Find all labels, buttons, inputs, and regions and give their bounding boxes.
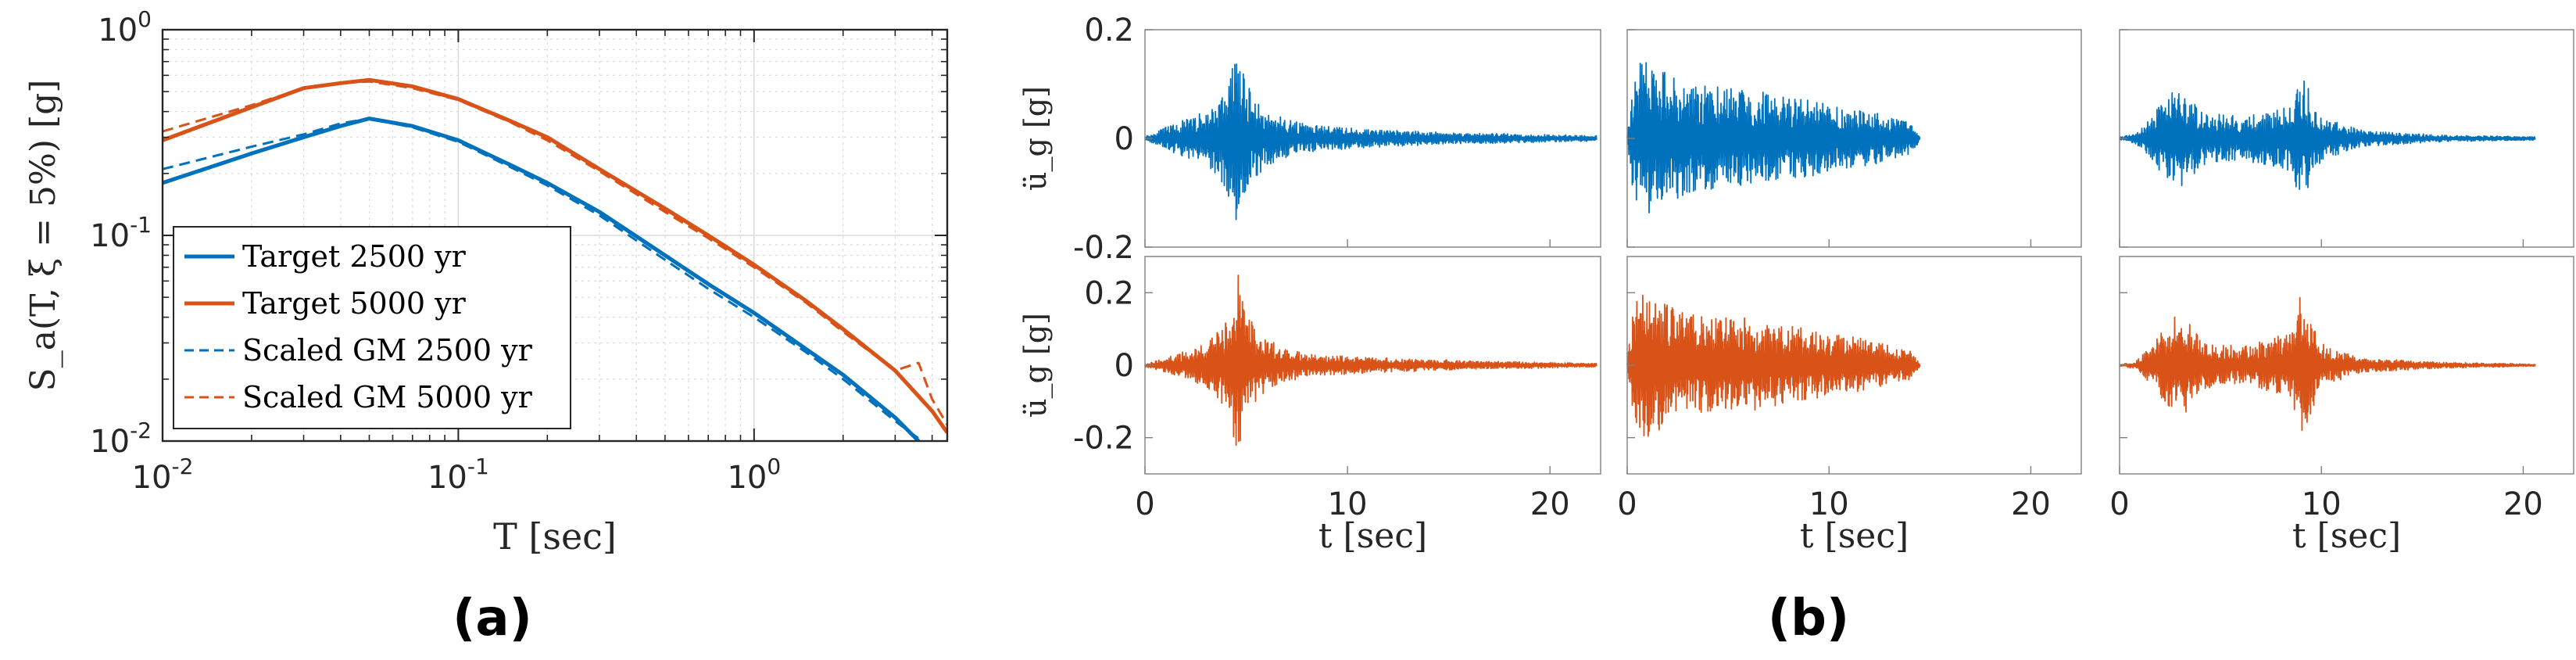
y-tick-label: 10-2: [90, 418, 152, 460]
y-tick-label: 10-1: [90, 212, 152, 254]
y-tick-label: 0: [1114, 121, 1134, 157]
x-tick-label: 0: [1135, 486, 1154, 522]
time-axis-label: t [sec]: [1318, 516, 1427, 556]
acceleration-trace: [1144, 63, 1597, 221]
ground-motion-subplot: 0 10 20 t [sec]: [1617, 256, 2082, 556]
ground-motion-subplot: [1626, 29, 2082, 248]
legend-label: Scaled GM 5000 yr: [242, 380, 533, 414]
acceleration-trace: [1626, 62, 1921, 213]
legend-label: Scaled GM 2500 yr: [242, 333, 533, 368]
spectrum-x-axis-label: T [sec]: [493, 515, 617, 558]
x-tick-label: 0: [1617, 486, 1637, 522]
acceleration-axis-label: ü_g [g]: [1018, 86, 1054, 191]
legend-label: Target 5000 yr: [242, 286, 467, 321]
spectrum-lines: [163, 77, 947, 441]
panel-b-caption: (b): [1768, 590, 1849, 647]
panel-a-caption: (a): [453, 590, 532, 647]
spectrum-series-line: [163, 117, 923, 441]
y-tick-label: 0.2: [1084, 13, 1134, 48]
y-tick-label: -0.2: [1073, 230, 1134, 266]
spectrum-series-line: [163, 117, 921, 441]
time-axis-label: t [sec]: [1800, 516, 1909, 556]
x-tick-label: 10: [2302, 486, 2342, 522]
ground-motion-subplot: [2119, 29, 2574, 248]
x-tick-label: 20: [1530, 486, 1570, 522]
y-tick-label: 100: [98, 6, 152, 48]
ground-motion-panel: 0.20-0.2ü_g [g]0.20-0.20 10 20t [sec]ü_g […: [1018, 13, 2574, 556]
legend-label: Target 2500 yr: [242, 239, 467, 274]
x-tick-label: 10: [1328, 486, 1368, 522]
x-tick-label: 10-2: [132, 454, 194, 496]
acceleration-axis-label: ü_g [g]: [1018, 313, 1054, 418]
legend-box: [173, 226, 571, 429]
time-axis-label: t [sec]: [2292, 516, 2401, 556]
spectrum-y-axis-label: S_a(T, ξ = 5%) [g]: [23, 80, 63, 392]
ground-motion-subplot: 0 10 20 t [sec]: [2109, 256, 2574, 556]
y-tick-label: 0.2: [1084, 275, 1134, 311]
x-tick-label: 20: [2503, 486, 2543, 522]
x-tick-label: 20: [2011, 486, 2051, 522]
acceleration-trace: [2119, 80, 2536, 190]
spectrum-ticks: 10-2 10-1 100 10-2 10-1 100: [90, 6, 947, 496]
legend: Target 2500 yr Target 5000 yr Scaled GM 25…: [173, 226, 571, 429]
ground-motion-subplot: 0.2 0 -0.2 ü_g [g]: [1018, 13, 1601, 266]
y-tick-label: 0: [1114, 348, 1134, 384]
acceleration-trace: [1626, 294, 1921, 437]
x-tick-label: 0: [2109, 486, 2129, 522]
x-tick-label: 10-1: [428, 454, 489, 496]
ground-motion-subplot: 0.20-0.20 10 20t [sec]ü_g [g]: [1018, 256, 1601, 556]
x-tick-label: 10: [1809, 486, 1849, 522]
acceleration-trace: [1144, 274, 1597, 447]
acceleration-trace: [2119, 296, 2536, 432]
y-tick-label: -0.2: [1073, 421, 1134, 457]
x-tick-label: 100: [727, 454, 781, 496]
